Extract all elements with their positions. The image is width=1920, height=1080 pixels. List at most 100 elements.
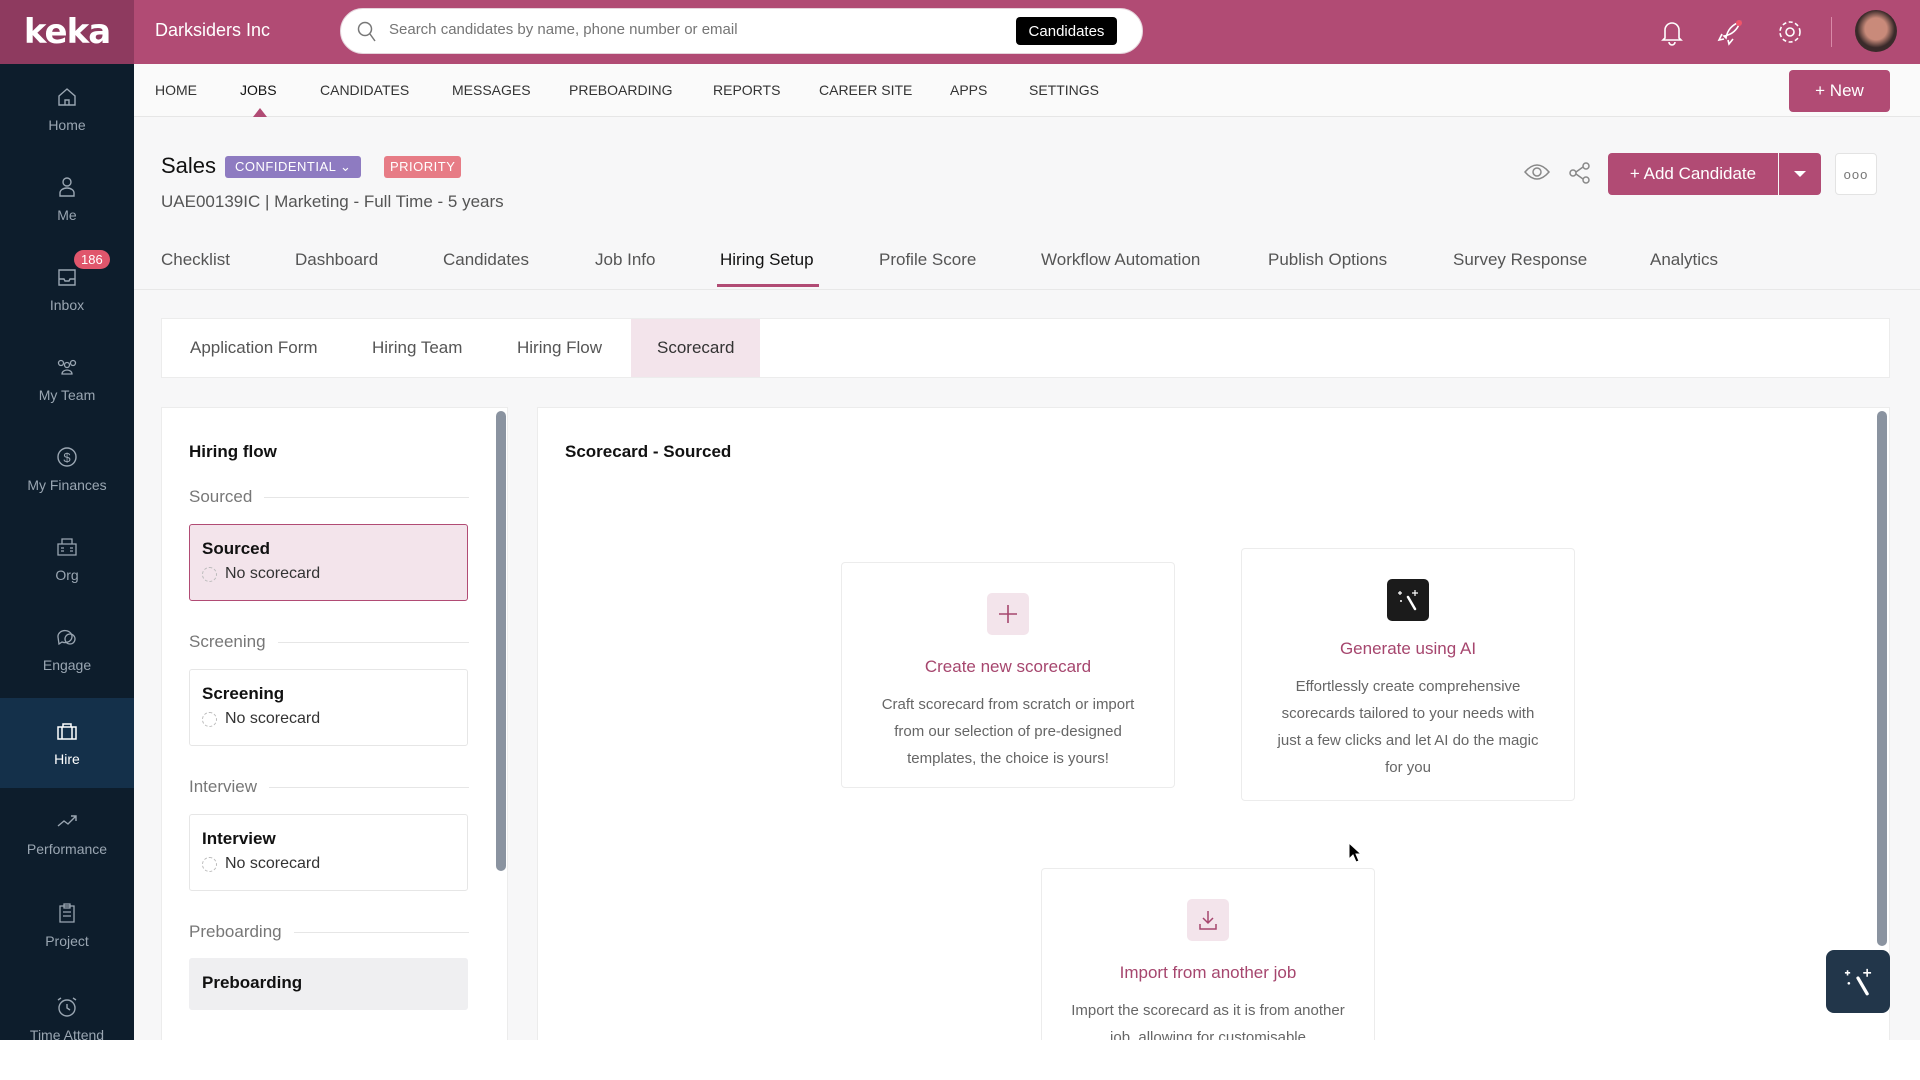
confidential-label: CONFIDENTIAL — [235, 159, 336, 174]
generate-ai-card[interactable]: Generate using AI Effortlessly create co… — [1241, 548, 1575, 801]
sidebar-item-home[interactable]: Home — [0, 64, 134, 154]
share-icon[interactable] — [1569, 162, 1591, 184]
subtab-hiring-flow[interactable]: Hiring Flow — [517, 338, 603, 357]
section-label: Interview — [189, 777, 469, 797]
section-label-text: Interview — [189, 777, 258, 796]
nav-candidates[interactable]: CANDIDATES — [320, 82, 410, 98]
tab-publish-options[interactable]: Publish Options — [1268, 250, 1388, 269]
gear-icon[interactable] — [1776, 18, 1804, 46]
tab-dashboard[interactable]: Dashboard — [295, 250, 379, 269]
option-desc: Import the scorecard as it is from anoth… — [1071, 1002, 1345, 1040]
eye-icon[interactable] — [1524, 162, 1550, 182]
sidebar-label: My Finances — [27, 477, 107, 493]
tab-analytics[interactable]: Analytics — [1650, 250, 1719, 269]
panel-title: Scorecard - Sourced — [565, 442, 732, 461]
stage-status: No scorecard — [225, 565, 321, 582]
sidebar: Home Me Inbox My Team $ My Finances Org E… — [0, 64, 134, 1040]
nav-jobs[interactable]: JOBS — [240, 82, 277, 98]
create-scorecard-card[interactable]: Create new scorecard Craft scorecard fro… — [841, 562, 1175, 788]
subtab-scorecard[interactable]: Scorecard — [631, 319, 761, 377]
alarm-icon — [57, 997, 77, 1017]
search-input[interactable] — [389, 21, 1029, 38]
stage-name: Preboarding — [202, 973, 303, 992]
sidebar-item-time-attend[interactable]: Time Attend — [0, 974, 134, 1040]
section-label: Preboarding — [189, 922, 469, 942]
option-title: Import from another job — [1119, 963, 1297, 982]
stage-status: No scorecard — [225, 855, 321, 872]
section-label: Sourced — [189, 487, 469, 507]
nav-settings[interactable]: SETTINGS — [1029, 82, 1100, 98]
new-button[interactable]: + New — [1789, 70, 1890, 112]
scrollbar[interactable] — [1877, 411, 1887, 946]
caret-down-icon — [1794, 171, 1806, 177]
keka-logo[interactable]: keka — [0, 0, 134, 64]
status-ring-icon — [202, 711, 217, 727]
stage-status: No scorecard — [225, 710, 321, 727]
stage-card-screening[interactable]: Screening No scorecard — [189, 669, 468, 746]
sidebar-item-project[interactable]: Project — [0, 880, 134, 970]
subtab-hiring-team[interactable]: Hiring Team — [372, 338, 463, 357]
sidebar-item-performance[interactable]: Performance — [0, 788, 134, 878]
briefcase-icon — [57, 723, 77, 740]
sidebar-item-org[interactable]: Org — [0, 514, 134, 604]
stage-card-preboarding[interactable]: Preboarding — [189, 958, 468, 1010]
divider — [134, 289, 1920, 290]
hiring-flow-panel: Hiring flow Sourced Sourced No scorecard … — [161, 407, 508, 1040]
tab-hiring-setup[interactable]: Hiring Setup — [720, 250, 814, 269]
sidebar-label: Me — [57, 207, 77, 223]
stage-card-interview[interactable]: Interview No scorecard — [189, 814, 468, 891]
avatar[interactable] — [1855, 10, 1897, 52]
add-candidate-dropdown[interactable] — [1779, 153, 1821, 195]
status-ring-icon — [202, 856, 217, 872]
tab-candidates[interactable]: Candidates — [443, 250, 530, 269]
sidebar-label: My Team — [38, 387, 96, 403]
sidebar-item-my-finances[interactable]: $ My Finances — [0, 424, 134, 514]
sidebar-item-me[interactable]: Me — [0, 154, 134, 244]
download-icon — [1187, 899, 1229, 941]
stage-name: Interview — [202, 829, 276, 848]
search-icon — [357, 21, 376, 42]
sidebar-item-inbox[interactable]: Inbox — [0, 244, 134, 334]
job-subtitle: UAE00139IC | Marketing - Full Time - 5 y… — [161, 192, 504, 211]
sidebar-label: Performance — [26, 841, 108, 857]
nav-messages[interactable]: MESSAGES — [452, 82, 531, 98]
bell-icon[interactable] — [1658, 18, 1686, 46]
plus-icon — [987, 593, 1029, 635]
chevron-down-icon: ⌄ — [339, 159, 352, 174]
sidebar-item-hire[interactable]: Hire — [0, 698, 134, 788]
scorecard-panel: Scorecard - Sourced Create new scorecard… — [537, 407, 1890, 1040]
tab-profile-score[interactable]: Profile Score — [879, 250, 977, 269]
sidebar-label: Org — [55, 567, 79, 583]
add-candidate-button[interactable]: + Add Candidate — [1608, 153, 1778, 195]
option-desc: Effortlessly create comprehensive scorec… — [1277, 678, 1539, 776]
divider — [1831, 17, 1832, 47]
rocket-icon[interactable] — [1716, 18, 1744, 46]
subtab-application-form[interactable]: Application Form — [190, 338, 318, 357]
tab-survey-response[interactable]: Survey Response — [1453, 250, 1588, 269]
nav-career-site[interactable]: CAREER SITE — [819, 82, 913, 98]
ai-assistant-button[interactable] — [1826, 950, 1890, 1013]
sidebar-label: Engage — [42, 657, 92, 673]
active-nav-indicator — [253, 108, 267, 117]
tab-checklist[interactable]: Checklist — [161, 250, 230, 269]
tab-workflow-automation[interactable]: Workflow Automation — [1041, 250, 1201, 269]
sidebar-item-engage[interactable]: Engage — [0, 604, 134, 694]
nav-reports[interactable]: REPORTS — [713, 82, 781, 98]
home-icon — [58, 88, 76, 106]
search-scope-button[interactable]: Candidates — [1016, 17, 1117, 45]
sidebar-item-my-team[interactable]: My Team — [0, 334, 134, 424]
nav-apps[interactable]: APPS — [950, 82, 988, 98]
search-bar[interactable]: Candidates — [340, 8, 1143, 54]
more-options-button[interactable]: ooo — [1835, 153, 1877, 195]
sidebar-label: Hire — [54, 751, 80, 767]
section-label-text: Sourced — [189, 487, 253, 506]
import-job-card[interactable]: Import from another job Import the score… — [1041, 868, 1375, 1040]
stage-card-sourced[interactable]: Sourced No scorecard — [189, 524, 468, 601]
option-title: Generate using AI — [1339, 639, 1477, 658]
tab-job-info[interactable]: Job Info — [595, 250, 656, 269]
mouse-cursor-icon — [1348, 842, 1362, 863]
nav-preboarding[interactable]: PREBOARDING — [569, 82, 673, 98]
scrollbar[interactable] — [496, 411, 506, 871]
confidential-dropdown[interactable]: CONFIDENTIAL ⌄ — [225, 156, 362, 178]
nav-home[interactable]: HOME — [155, 82, 197, 98]
